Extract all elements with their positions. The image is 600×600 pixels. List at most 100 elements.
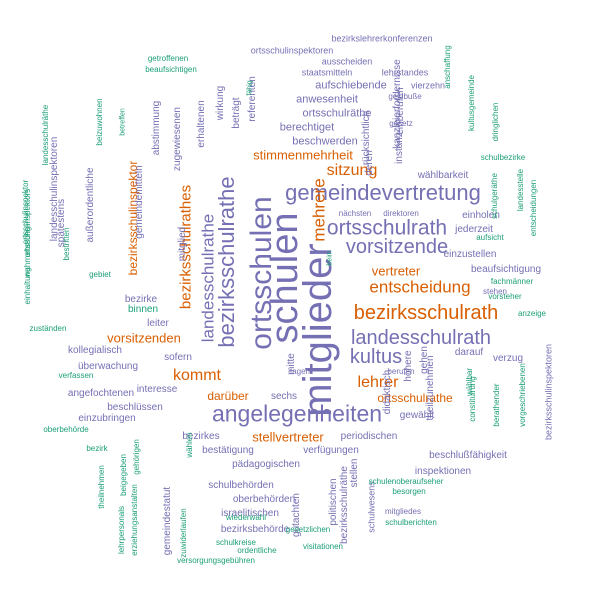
word: bezirkes [182, 431, 220, 442]
word: lehrpersonals [117, 505, 126, 555]
word: periodischen [340, 431, 398, 442]
word: berathender [492, 383, 501, 427]
word: verzug [492, 353, 524, 364]
word: beschlüssen [107, 402, 163, 413]
word: constituirung [468, 376, 477, 422]
word: beträgt [231, 97, 242, 129]
word: mitte [286, 353, 297, 375]
word: sechs [270, 391, 298, 402]
word: entscheidung [369, 277, 471, 297]
word: kommt [173, 367, 221, 384]
word: höhere [403, 350, 414, 382]
word: beim [326, 250, 334, 266]
word: stehen [482, 287, 508, 296]
word: binnen [127, 304, 159, 315]
word: lehrer [357, 374, 399, 391]
word: beschlußfähigkeit [429, 450, 507, 461]
word: leiter [147, 318, 169, 329]
word: bezirksschulräthe [339, 466, 350, 544]
word: betreffen [119, 108, 127, 136]
word: wiederwahl [225, 513, 267, 522]
word: oberbehörden [232, 494, 296, 505]
word: pädagogischen [232, 459, 300, 470]
word: berechtiget [279, 121, 335, 134]
word: darüber [207, 389, 249, 403]
word: theilnehmen [97, 465, 106, 509]
word: verfügungen [303, 445, 359, 456]
word: gemeindemitteln [134, 165, 145, 239]
word: landesschulrathe [198, 213, 218, 343]
word: ausscheiden [321, 56, 373, 67]
word: vorsitzenden [107, 330, 181, 346]
word: zugewiesenen [172, 107, 183, 171]
word: versorgungsgebühren [177, 556, 255, 565]
word: erziehungsanstalten [130, 484, 139, 556]
word: mehrere [309, 178, 329, 242]
word: zuwiderlaufen [179, 508, 188, 558]
word: einholen [462, 210, 500, 221]
word: stimmenmehrheit [253, 147, 353, 163]
word: wählbarkeit [417, 170, 469, 181]
word: vorgeschriebenen [518, 363, 527, 427]
word: angelegenheiten [211, 400, 383, 427]
word: ortsschulrathe [377, 391, 453, 405]
word: oberbehörde [43, 425, 89, 434]
word: zuständen [29, 324, 67, 333]
word: theilzunehmen [425, 355, 436, 421]
word: tagen [289, 367, 311, 376]
word: stellvertreter [252, 429, 324, 445]
word: beigegeben [119, 454, 128, 496]
word: sofern [164, 352, 192, 363]
word: einzubringen [78, 413, 136, 424]
word: geldbuße [388, 92, 422, 101]
word: anschaffung [443, 45, 452, 89]
word: getroffenen [147, 54, 189, 63]
word: wählen [185, 432, 194, 458]
word: entscheidungen [529, 179, 538, 237]
word: bestätigung [202, 445, 254, 456]
word: kollegialisch [68, 345, 122, 356]
word: ortsschulräthe [302, 107, 372, 120]
word: beizuwohnen [95, 98, 104, 146]
word: ortsschulrath [326, 216, 448, 240]
word: ortsschulinspektors [23, 188, 32, 258]
word: vorsteher [488, 292, 522, 301]
word: berufen [387, 367, 415, 376]
word: ordentliche [237, 546, 277, 555]
word: sitzung [326, 162, 378, 179]
word: gemeindestatut [162, 486, 173, 556]
word: gemeindevertretung [285, 180, 481, 205]
word: fähig [246, 80, 254, 96]
word: interesse [136, 384, 178, 395]
word: außerordentliche [85, 167, 96, 243]
word: visitationen [302, 542, 344, 551]
word: dringlichen [491, 102, 500, 142]
word: landesschulräthe [41, 104, 50, 166]
word: verfassen [58, 371, 94, 380]
word: überwachung [77, 361, 139, 372]
word: beschwerden [292, 135, 358, 148]
word: rücksichtlich [361, 110, 372, 166]
word: fachmänner [490, 277, 534, 286]
word: inspektionen [414, 466, 472, 477]
word: schulenoberaufseher [368, 477, 444, 486]
word: abstimmung [151, 100, 162, 156]
word: vertreter [371, 263, 421, 279]
word: schulbezirke [480, 153, 526, 162]
word: gewählt [399, 410, 435, 421]
word: aufsicht [476, 233, 504, 242]
word: landesschulrath [350, 327, 492, 349]
word: anzeige [517, 309, 547, 318]
word: kultusgemeinde [467, 74, 476, 132]
word: staatsmitteln [301, 67, 353, 78]
word: gebiet [89, 270, 111, 279]
word: angefochtenen [67, 388, 135, 399]
word: ortsschulinspektoren [250, 45, 334, 56]
word: bestritten [62, 227, 71, 261]
word: bezirksbehörde [220, 524, 290, 535]
word: politischen [328, 478, 339, 526]
word: bezirksschulrathe [214, 176, 239, 348]
word: bezirksschulrath [353, 302, 499, 324]
word: mitgliedes [384, 507, 422, 516]
word: schulberichten [385, 518, 437, 527]
